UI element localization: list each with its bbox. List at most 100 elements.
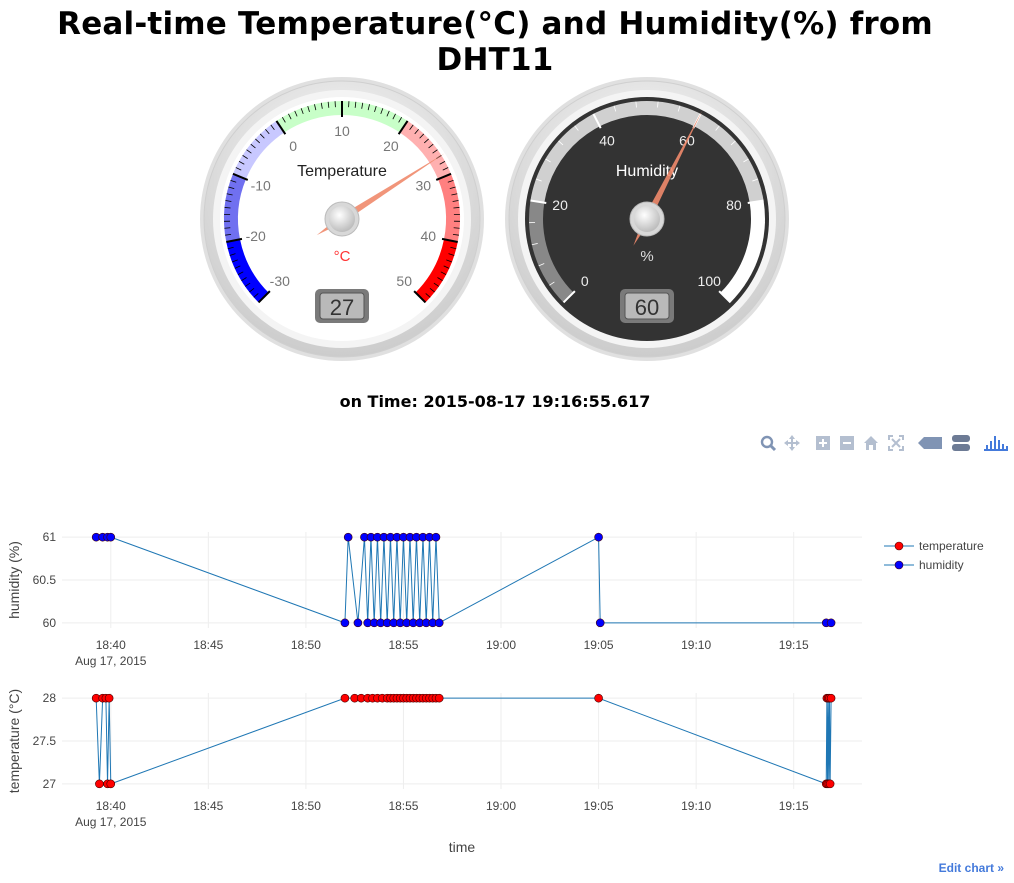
gauge-tick-label: 40: [421, 228, 437, 244]
gauge-major-tick: [530, 199, 547, 205]
gauge-highlight: [530, 101, 764, 203]
temperature-point: [106, 779, 116, 789]
pan-icon[interactable]: [784, 435, 800, 451]
gauge-tick-label: 50: [396, 273, 412, 289]
gauge-minor-tick: [225, 233, 232, 236]
gauge-minor-tick: [442, 167, 449, 171]
hover-compare-icon[interactable]: [952, 435, 970, 451]
gauge-major-tick: [441, 237, 458, 244]
gauge-minor-tick: [446, 259, 453, 263]
gauge-minor-tick: [226, 193, 233, 196]
gauge-minor-tick: [380, 108, 384, 115]
gauge-major-tick: [397, 120, 409, 135]
x-tick-label: 18:45: [193, 799, 223, 813]
x-tick-label: 18:50: [291, 799, 321, 813]
gauge-highlight: [276, 100, 408, 133]
gauge-minor-tick: [392, 113, 396, 120]
gauge-minor-tick: [320, 102, 323, 109]
x-tick-label: 18:40: [96, 638, 126, 652]
page-title: Real-time Temperature(°C) and Humidity(%…: [57, 6, 933, 78]
temperature-point: [826, 693, 836, 703]
gauge-minor-tick: [447, 179, 454, 183]
gauge-minor-tick: [613, 105, 617, 112]
gauge-major-tick: [562, 290, 576, 304]
gauge-minor-tick: [314, 104, 317, 111]
gauge-major-tick: [257, 290, 271, 304]
x-tick-label: 19:15: [779, 638, 809, 652]
humidity-point: [431, 532, 441, 542]
gauge-tick-label: 20: [383, 138, 399, 154]
x-tick-label: 18:40: [96, 799, 126, 813]
gauge-minor-tick: [423, 138, 429, 144]
autoscale-icon[interactable]: [888, 435, 904, 451]
gauge-minor-tick: [255, 138, 261, 144]
gauge-major-tick: [232, 172, 249, 181]
x-tick-label: 19:10: [681, 638, 711, 652]
gauge-title: Humidity: [616, 163, 678, 180]
gauge-minor-tick: [265, 129, 270, 135]
gauge-major-tick: [226, 237, 243, 244]
x-date-label: Aug 17, 2015: [75, 815, 147, 829]
gauge-minor-tick: [225, 200, 232, 202]
humidity-point: [826, 618, 836, 628]
gauge-minor-tick: [432, 149, 438, 154]
y-tick-label: 60: [43, 616, 57, 630]
gauge-minor-tick: [228, 186, 235, 189]
zoom-out-icon[interactable]: [840, 436, 854, 450]
temperature-gauge: -30 -20 -10 0 10 20 30 40 50 Temperature °C 27: [198, 75, 486, 363]
x-tick-label: 19:15: [779, 799, 809, 813]
gauge-minor-tick: [439, 160, 446, 165]
gauge-minor-tick: [244, 282, 251, 287]
gauge-minor-tick: [433, 282, 440, 287]
hover-closest-icon[interactable]: [918, 437, 942, 449]
x-tick-label: 19:00: [486, 638, 516, 652]
humidity-point: [106, 532, 116, 542]
gauge-minor-tick: [453, 207, 460, 209]
gauge-minor-tick: [443, 265, 450, 269]
gauge-minor-tick: [224, 207, 231, 209]
gauge-minor-tick: [361, 102, 364, 109]
gauge-minor-tick: [294, 110, 298, 117]
temperature-point: [825, 779, 835, 789]
gauge-minor-tick: [531, 243, 538, 246]
gauge-tick-label: 40: [599, 133, 615, 149]
gauge-minor-tick: [227, 246, 234, 250]
gauge-major-tick: [275, 120, 287, 135]
humidity-point: [343, 532, 353, 542]
gauge-tick-label: -10: [251, 177, 271, 193]
home-icon[interactable]: [864, 436, 878, 450]
gauge-minor-tick: [281, 116, 286, 123]
sensor-line-chart: 18:40 18:45 18:50 18:55 19:00 19:05 19:10 19:15…: [6, 530, 984, 855]
gauge-title: Temperature: [297, 163, 387, 180]
value-readout: 27: [330, 295, 354, 320]
x-tick-label: 18:55: [388, 799, 418, 813]
gauge-minor-tick: [235, 167, 242, 171]
gauge-minor-tick: [327, 101, 330, 108]
gauge-minor-tick: [549, 281, 555, 286]
gauge-minor-tick: [238, 160, 245, 165]
humidity-gauge-dial: 020406080100Humidity%60: [505, 77, 789, 361]
x-tick-label: 19:05: [584, 638, 614, 652]
gauge-minor-tick: [270, 124, 275, 130]
legend-marker: [894, 541, 904, 551]
edit-chart-link[interactable]: Edit chart »: [938, 861, 1004, 875]
gauge-tick-label: 10: [334, 123, 350, 139]
gauge-minor-tick: [242, 155, 248, 159]
x-tick-label: 19:10: [681, 799, 711, 813]
gauge-minor-tick: [253, 293, 259, 298]
gauge-minor-tick: [452, 233, 459, 236]
gauge-minor-tick: [237, 271, 244, 275]
gauge-minor-tick: [425, 293, 431, 298]
temperature-gauge-dial: -30 -20 -10 0 10 20 30 40 50 Temperature °C 27: [200, 77, 484, 361]
gauge-minor-tick: [428, 143, 434, 149]
plotly-logo-icon[interactable]: [984, 436, 1008, 451]
gauge-minor-tick: [234, 265, 241, 269]
gauge-major-tick: [435, 172, 452, 181]
zoom-in-icon[interactable]: [816, 436, 830, 450]
zoom-icon[interactable]: [760, 435, 777, 452]
gauge-minor-tick: [538, 263, 545, 267]
gauge-highlight: [224, 173, 246, 243]
time-value: 2015-08-17 19:16:55.617: [423, 392, 651, 411]
gauge-minor-tick: [743, 158, 749, 163]
gauge-minor-tick: [288, 113, 292, 120]
